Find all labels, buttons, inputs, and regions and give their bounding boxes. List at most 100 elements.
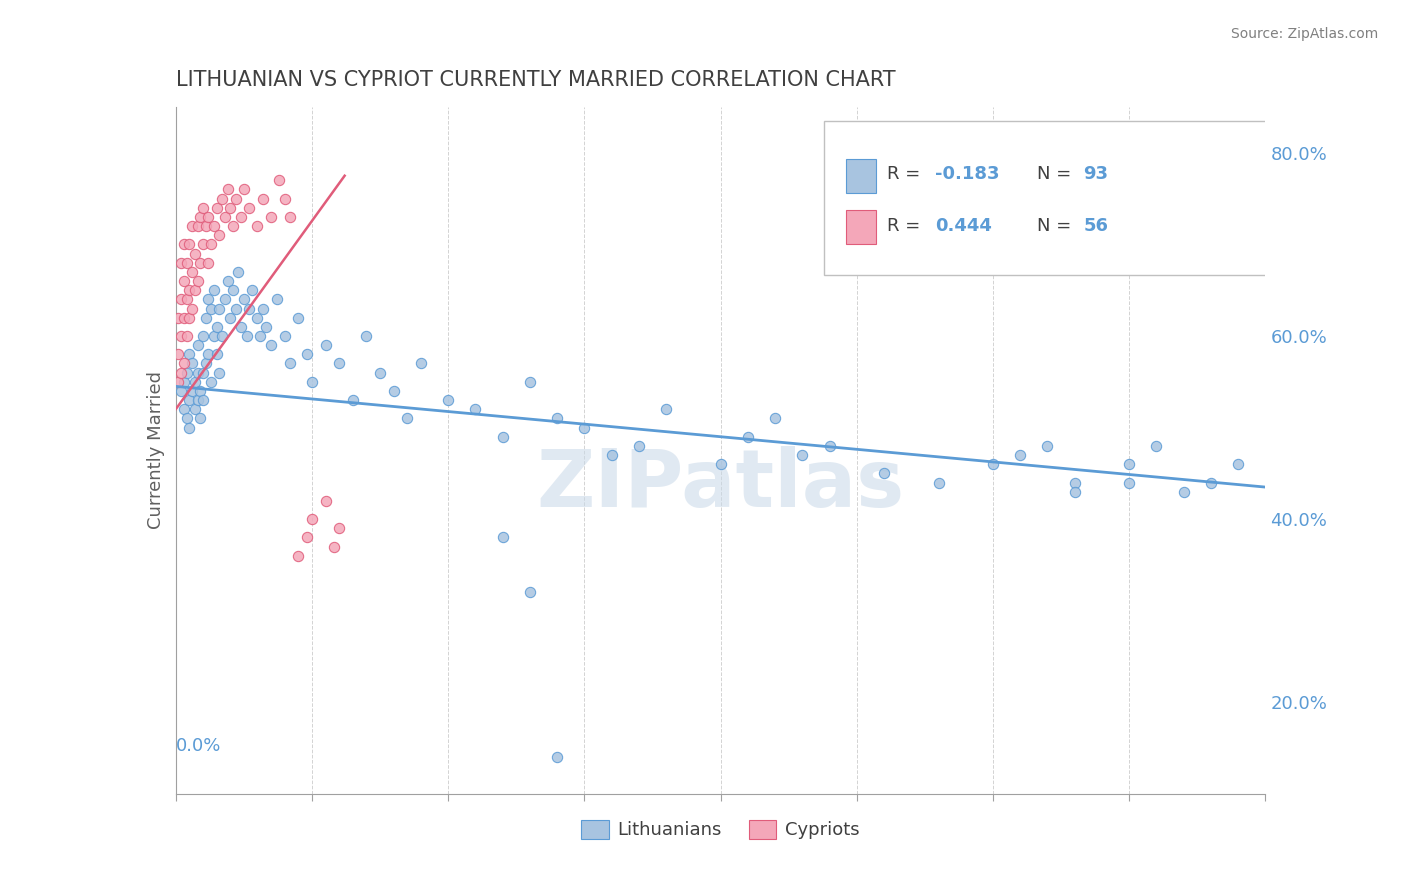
Point <box>710 457 733 471</box>
Point <box>222 219 245 233</box>
Point <box>202 283 225 297</box>
Text: R =: R = <box>887 165 927 183</box>
Point <box>342 393 364 408</box>
Point <box>170 256 193 270</box>
Point <box>328 356 350 370</box>
Point <box>409 356 432 370</box>
Text: 0.444: 0.444 <box>935 217 993 235</box>
Point <box>1144 439 1167 453</box>
Point <box>179 420 201 434</box>
Point <box>315 493 337 508</box>
Point <box>205 347 228 361</box>
Point <box>173 402 195 417</box>
Y-axis label: Currently Married: Currently Married <box>146 371 165 530</box>
FancyBboxPatch shape <box>824 120 1277 276</box>
Point <box>231 319 253 334</box>
Point <box>519 375 541 389</box>
Point <box>181 384 204 398</box>
Point <box>269 173 291 187</box>
Point <box>184 283 207 297</box>
Point <box>328 521 350 535</box>
Point <box>368 366 391 380</box>
Point <box>191 201 214 215</box>
Text: 56: 56 <box>1084 217 1108 235</box>
Bar <box>846 210 876 244</box>
Point <box>396 411 419 425</box>
Point <box>186 219 209 233</box>
Point <box>186 338 209 352</box>
Point <box>217 274 239 288</box>
Point <box>1118 475 1140 490</box>
Point <box>228 265 250 279</box>
Point <box>492 531 515 545</box>
Point <box>191 237 214 252</box>
Point <box>295 347 318 361</box>
Point <box>181 265 204 279</box>
Point <box>202 329 225 343</box>
Point <box>211 329 233 343</box>
Point <box>546 750 568 764</box>
Point <box>464 402 486 417</box>
Text: R =: R = <box>887 217 927 235</box>
Point <box>225 192 247 206</box>
Point <box>222 283 245 297</box>
Text: 93: 93 <box>1084 165 1108 183</box>
Point <box>238 301 260 316</box>
Point <box>240 283 263 297</box>
Point <box>231 210 253 224</box>
Point <box>232 182 254 196</box>
Point <box>763 411 786 425</box>
Point <box>191 393 214 408</box>
Point <box>173 310 195 325</box>
Point <box>179 237 201 252</box>
Point <box>186 393 209 408</box>
Point <box>208 366 231 380</box>
Point <box>382 384 405 398</box>
Point <box>197 256 219 270</box>
Point <box>627 439 650 453</box>
Text: LITHUANIAN VS CYPRIOT CURRENTLY MARRIED CORRELATION CHART: LITHUANIAN VS CYPRIOT CURRENTLY MARRIED … <box>176 70 896 90</box>
Point <box>219 310 242 325</box>
Point <box>176 329 198 343</box>
Point <box>266 293 288 307</box>
Point <box>252 301 274 316</box>
Point <box>278 210 301 224</box>
Point <box>252 192 274 206</box>
Point <box>173 375 195 389</box>
Point <box>184 375 207 389</box>
Point <box>246 219 269 233</box>
Point <box>1010 448 1032 462</box>
Point <box>194 356 217 370</box>
Point <box>301 512 323 526</box>
Point <box>235 329 257 343</box>
Point <box>173 274 195 288</box>
Point <box>600 448 623 462</box>
Point <box>176 366 198 380</box>
Point <box>170 384 193 398</box>
Point <box>519 585 541 599</box>
Point <box>197 293 219 307</box>
Point <box>176 411 198 425</box>
Text: N =: N = <box>1036 217 1077 235</box>
Point <box>200 375 222 389</box>
Point <box>170 366 193 380</box>
Point <box>197 210 219 224</box>
Point <box>315 338 337 352</box>
Point <box>219 201 242 215</box>
Point <box>1173 484 1195 499</box>
Point <box>274 329 297 343</box>
Point <box>179 310 201 325</box>
Point <box>260 338 283 352</box>
Point <box>200 237 222 252</box>
Point <box>574 420 596 434</box>
Text: ZIPatlas: ZIPatlas <box>537 446 904 524</box>
Point <box>225 301 247 316</box>
Point <box>186 366 209 380</box>
Point <box>176 293 198 307</box>
Point <box>928 475 950 490</box>
Point <box>238 201 260 215</box>
Text: Source: ZipAtlas.com: Source: ZipAtlas.com <box>1230 27 1378 41</box>
Point <box>181 219 204 233</box>
Point <box>246 310 269 325</box>
Point <box>295 531 318 545</box>
